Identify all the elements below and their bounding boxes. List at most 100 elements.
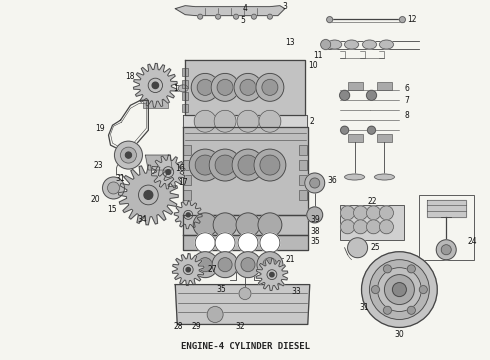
Circle shape (218, 258, 232, 272)
Polygon shape (119, 165, 178, 225)
Polygon shape (256, 259, 288, 291)
Text: 31: 31 (116, 174, 125, 183)
Circle shape (354, 206, 368, 220)
Circle shape (384, 265, 392, 273)
Circle shape (144, 190, 153, 199)
Text: 19: 19 (95, 124, 104, 133)
Circle shape (189, 149, 221, 181)
Text: 24: 24 (467, 237, 477, 246)
Text: 35: 35 (216, 285, 226, 294)
Circle shape (407, 306, 416, 314)
Bar (144, 100, 168, 108)
Circle shape (152, 82, 159, 89)
Circle shape (197, 80, 213, 95)
Ellipse shape (178, 85, 188, 92)
Bar (183, 175, 191, 185)
Text: 11: 11 (313, 51, 322, 60)
Ellipse shape (379, 40, 393, 49)
Ellipse shape (328, 40, 342, 49)
Ellipse shape (344, 174, 365, 180)
Circle shape (262, 80, 278, 95)
Circle shape (237, 110, 259, 132)
Text: 30: 30 (394, 330, 404, 339)
Circle shape (212, 252, 238, 278)
Circle shape (217, 80, 233, 95)
Circle shape (102, 177, 124, 199)
Circle shape (399, 17, 405, 23)
Bar (377, 134, 392, 142)
Ellipse shape (344, 40, 359, 49)
Circle shape (107, 182, 120, 194)
Bar (419, 195, 474, 260)
Circle shape (268, 14, 272, 19)
Text: 31: 31 (360, 303, 369, 312)
Text: 10: 10 (308, 61, 318, 70)
Text: 36: 36 (328, 176, 338, 185)
Circle shape (419, 285, 427, 293)
Circle shape (241, 258, 255, 272)
Circle shape (270, 273, 274, 277)
Circle shape (367, 220, 380, 234)
Text: 32: 32 (235, 322, 245, 331)
Polygon shape (183, 127, 308, 215)
Bar (347, 134, 363, 142)
Circle shape (263, 258, 277, 272)
Polygon shape (427, 200, 466, 217)
Polygon shape (146, 155, 172, 170)
Polygon shape (174, 201, 202, 229)
Circle shape (362, 252, 437, 328)
Text: 29: 29 (192, 322, 201, 331)
Circle shape (115, 141, 143, 169)
Text: 17: 17 (178, 179, 188, 188)
Circle shape (239, 288, 251, 300)
Text: 7: 7 (404, 96, 409, 105)
Text: 13: 13 (285, 38, 294, 47)
Text: 34: 34 (138, 215, 147, 224)
Bar (183, 145, 191, 155)
Text: 5: 5 (240, 16, 245, 25)
Bar (340, 205, 404, 240)
Circle shape (186, 213, 190, 217)
Circle shape (195, 233, 215, 253)
Circle shape (125, 152, 131, 158)
Bar (183, 160, 191, 170)
Circle shape (195, 155, 215, 175)
Bar (182, 92, 188, 100)
Circle shape (232, 149, 264, 181)
Polygon shape (172, 254, 204, 285)
Ellipse shape (191, 85, 201, 92)
Text: 2: 2 (310, 117, 315, 126)
Circle shape (369, 260, 429, 319)
Circle shape (384, 306, 392, 314)
Circle shape (441, 245, 451, 255)
Circle shape (198, 258, 212, 272)
Text: 20: 20 (91, 195, 100, 204)
Bar (299, 175, 307, 185)
Circle shape (260, 233, 280, 253)
Circle shape (371, 285, 379, 293)
Circle shape (436, 240, 456, 260)
Text: 8: 8 (404, 111, 409, 120)
Text: 38: 38 (311, 227, 320, 236)
Circle shape (235, 252, 261, 278)
Circle shape (341, 126, 348, 134)
Text: 16: 16 (175, 163, 185, 172)
Text: 23: 23 (94, 161, 103, 170)
Bar (377, 82, 392, 90)
Circle shape (234, 73, 262, 101)
Text: 35: 35 (311, 237, 320, 246)
Ellipse shape (363, 40, 376, 49)
Polygon shape (133, 63, 177, 107)
Circle shape (354, 220, 368, 234)
Bar (182, 80, 188, 88)
Circle shape (407, 265, 416, 273)
Circle shape (121, 147, 136, 163)
Polygon shape (151, 155, 185, 189)
Text: 33: 33 (292, 287, 301, 296)
Circle shape (367, 90, 376, 100)
Circle shape (258, 213, 282, 237)
Text: 6: 6 (404, 84, 409, 93)
Circle shape (385, 275, 415, 305)
Circle shape (307, 207, 323, 223)
Circle shape (193, 213, 217, 237)
